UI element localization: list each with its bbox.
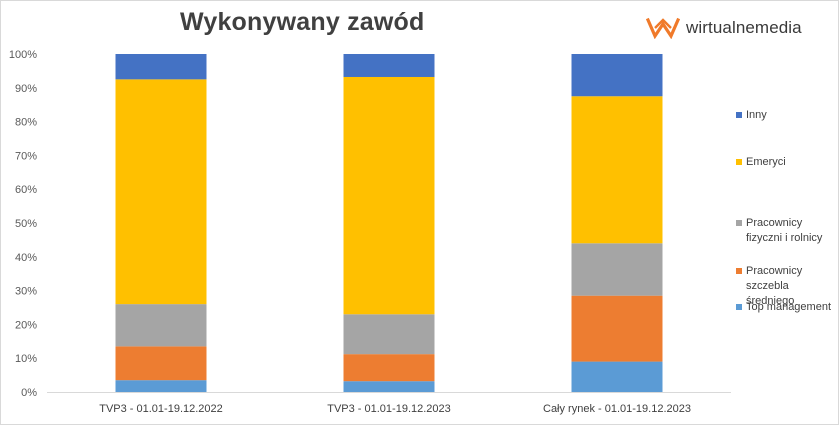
y-tick-label: 40% <box>15 252 37 264</box>
bar-segment <box>115 346 207 381</box>
legend: Inny Emeryci Pracownicy fizyczni i rolnicy P… <box>736 109 831 313</box>
bar-segment <box>571 54 663 97</box>
x-category-label: TVP3 - 01.01-19.12.2023 <box>327 403 451 415</box>
legend-swatch <box>736 159 742 165</box>
y-tick-label: 100% <box>9 49 37 61</box>
legend-swatch <box>736 112 742 118</box>
y-axis: 0% 10% 20% 30% 40% 50% 60% 70% 80% 90% 100% <box>9 49 37 399</box>
y-tick-label: 60% <box>15 184 37 196</box>
x-axis: TVP3 - 01.01-19.12.2022 TVP3 - 01.01-19.1… <box>47 392 731 415</box>
bar-segment <box>571 295 663 362</box>
y-tick-label: 20% <box>15 319 37 331</box>
legend-entry: Top management <box>746 301 831 313</box>
y-tick-label: 30% <box>15 286 37 298</box>
legend-entry: Pracownicy szczebla średniego <box>746 265 803 307</box>
wirtualnemedia-logo: wirtualnemedia <box>646 14 802 42</box>
legend-swatch <box>736 304 742 310</box>
bar-segment <box>115 54 207 80</box>
bar-segment <box>115 79 207 305</box>
x-category-label: TVP3 - 01.01-19.12.2022 <box>99 403 223 415</box>
legend-entry: Inny <box>746 109 767 121</box>
bar-segment <box>343 354 435 382</box>
y-tick-label: 50% <box>15 218 37 230</box>
bar-segment <box>343 54 435 77</box>
bar-segment <box>115 380 207 392</box>
y-tick-label: 90% <box>15 83 37 95</box>
y-tick-label: 0% <box>21 387 37 399</box>
bar-segment <box>343 76 435 315</box>
bar-segment <box>571 96 663 244</box>
wm-logo-icon <box>646 17 680 39</box>
bar-segment <box>343 381 435 392</box>
y-tick-label: 10% <box>15 353 37 365</box>
y-tick-label: 70% <box>15 150 37 162</box>
legend-swatch <box>736 220 742 226</box>
bar-segment <box>571 243 663 296</box>
bars <box>115 54 663 392</box>
bar-segment <box>571 361 663 392</box>
legend-entry: Emeryci <box>746 156 786 168</box>
chart-title: Wykonywany zawód <box>180 8 425 36</box>
logo-text: wirtualnemedia <box>686 18 802 37</box>
legend-entry: Pracownicy fizyczni i rolnicy <box>746 217 823 244</box>
bar-segment <box>343 314 435 355</box>
bar-segment <box>115 304 207 347</box>
x-category-label: Cały rynek - 01.01-19.12.2023 <box>543 403 691 415</box>
legend-swatch <box>736 268 742 274</box>
y-tick-label: 80% <box>15 117 37 129</box>
